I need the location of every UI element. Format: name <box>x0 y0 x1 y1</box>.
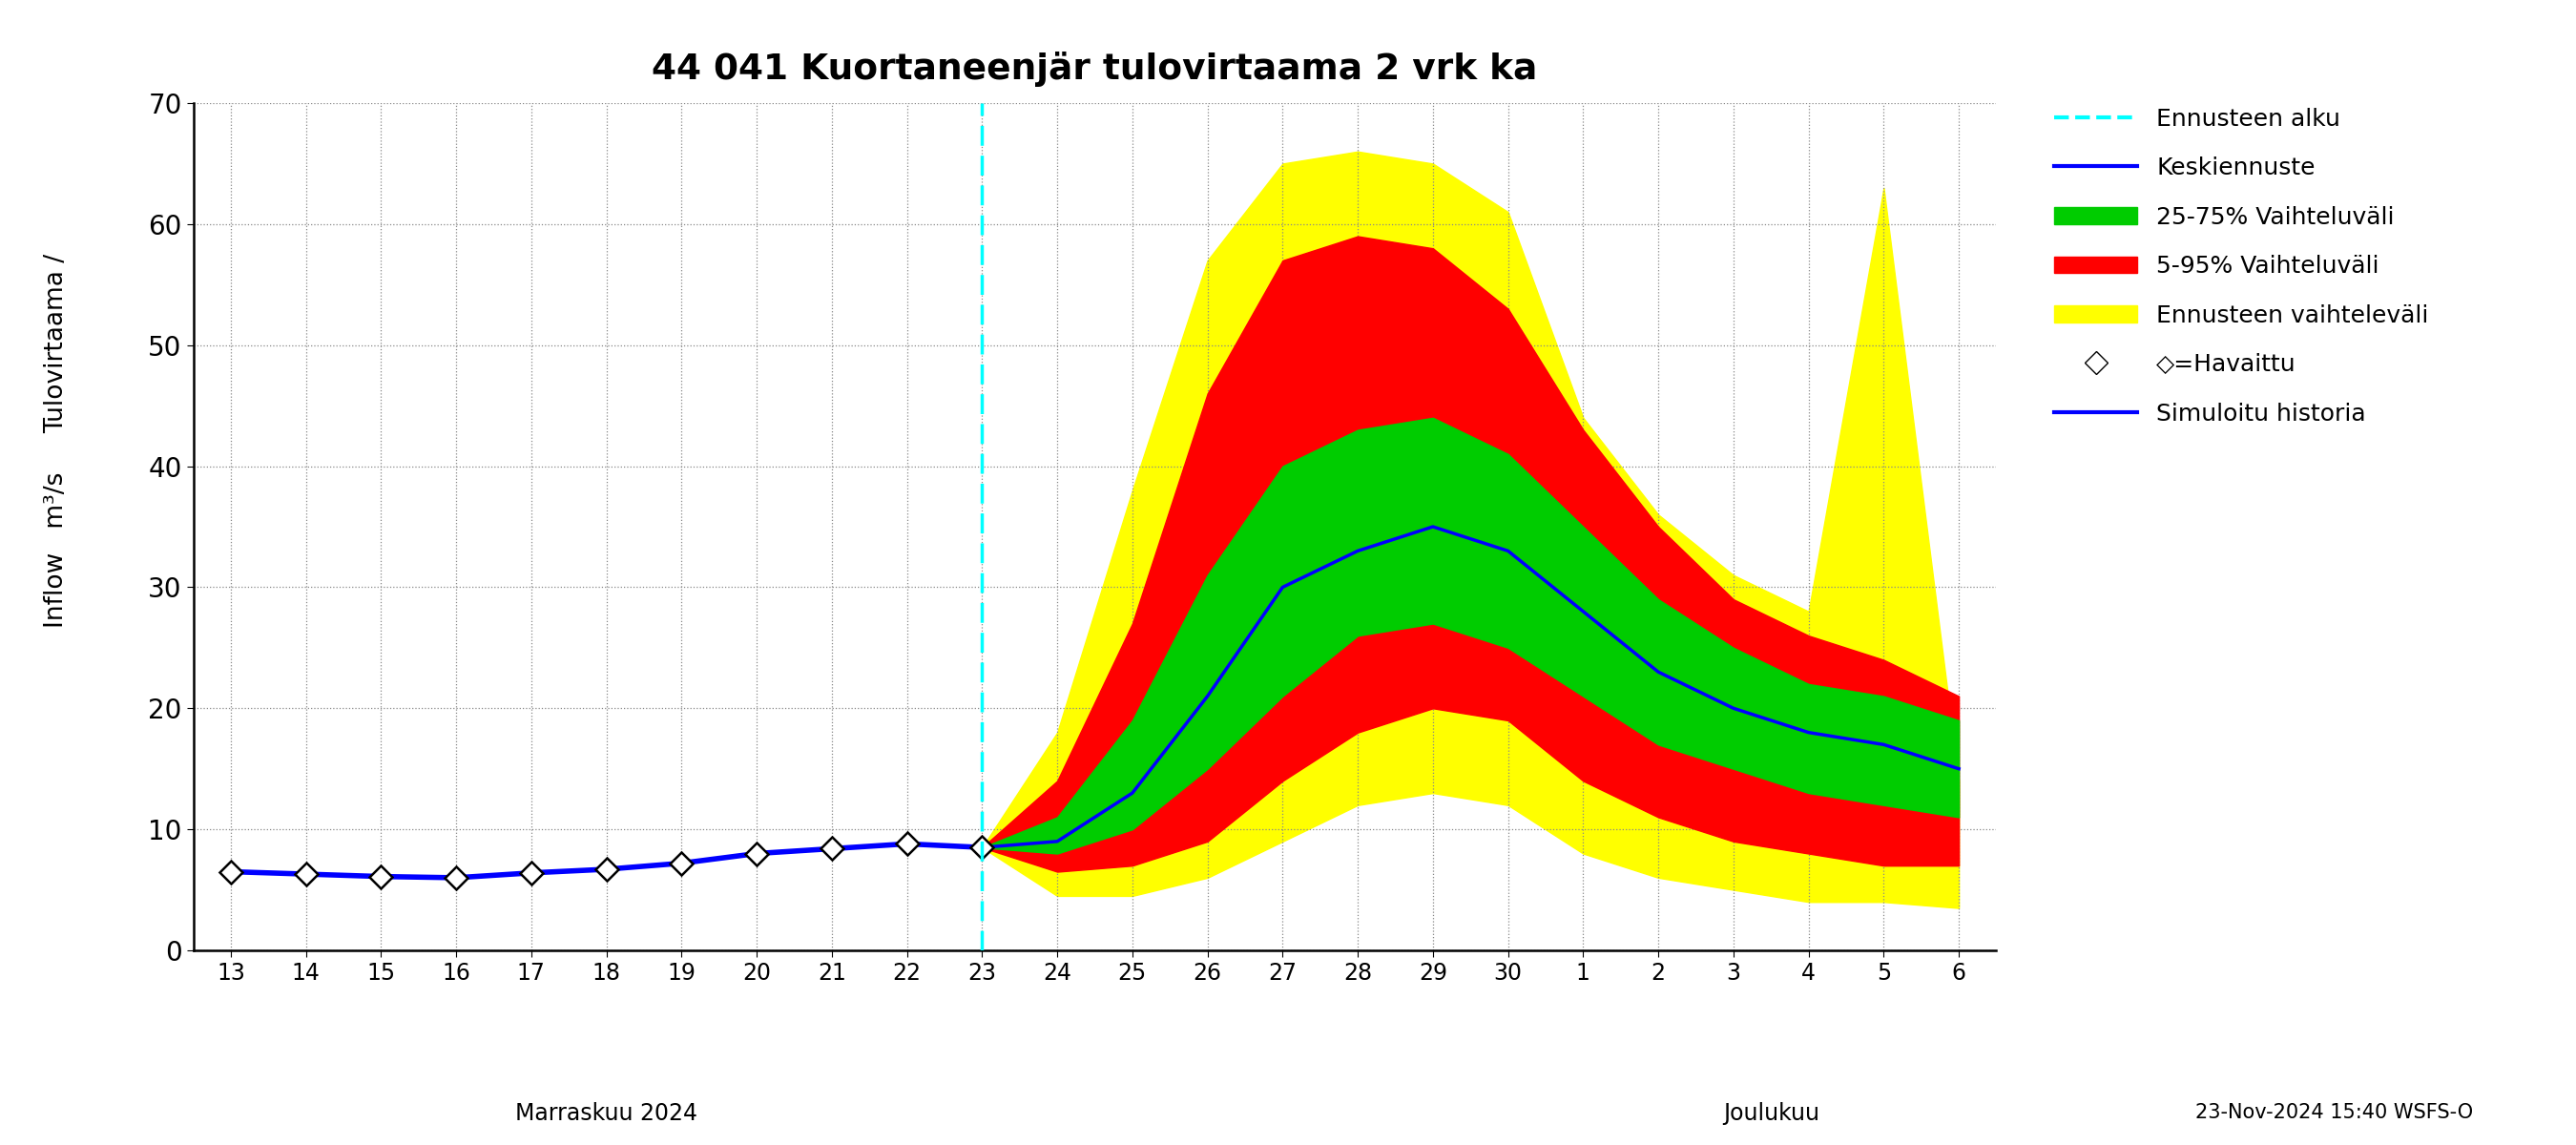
Legend: Ennusteen alku, Keskiennuste, 25-75% Vaihteluväli, 5-95% Vaihteluväli, Ennusteen: Ennusteen alku, Keskiennuste, 25-75% Vai… <box>2045 98 2439 435</box>
Text: Joulukuu: Joulukuu <box>1723 1101 1819 1124</box>
Text: 23-Nov-2024 15:40 WSFS-O: 23-Nov-2024 15:40 WSFS-O <box>2195 1103 2473 1122</box>
Text: Marraskuu 2024: Marraskuu 2024 <box>515 1101 698 1124</box>
Title: 44 041 Kuortaneenjär tulovirtaama 2 vrk ka: 44 041 Kuortaneenjär tulovirtaama 2 vrk … <box>652 52 1538 87</box>
Text: Inflow   m³/s: Inflow m³/s <box>44 472 70 627</box>
Text: Tulovirtaama /: Tulovirtaama / <box>44 254 70 433</box>
